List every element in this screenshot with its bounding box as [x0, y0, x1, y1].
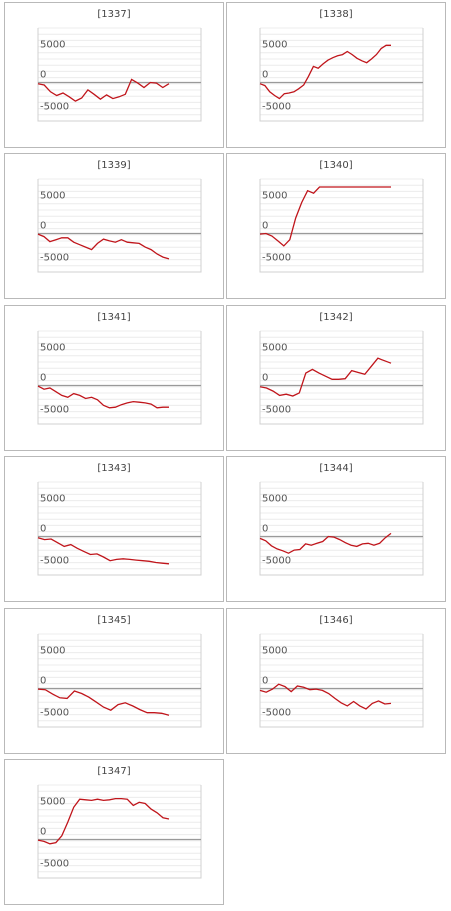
- y-tick-label: 0: [262, 524, 268, 535]
- y-tick-label: 0: [40, 70, 46, 81]
- series-line: [37, 78, 170, 102]
- chart-title: [1347]: [97, 766, 131, 777]
- chart-panel: [1345] 5000 0 -5000: [4, 608, 224, 754]
- y-tick-label: 5000: [262, 494, 287, 505]
- y-tick-label: 5000: [40, 494, 65, 505]
- chart-title: [1346]: [319, 615, 353, 626]
- chart-svg: 5000 0 -5000: [259, 178, 424, 273]
- y-tick-label: 5000: [40, 40, 65, 51]
- plot-border: [259, 482, 424, 576]
- plot-border: [259, 28, 424, 122]
- y-tick-label: 5000: [262, 646, 287, 657]
- chart-title: [1343]: [97, 463, 131, 474]
- plot-border: [37, 179, 202, 273]
- y-tick-label: 5000: [262, 40, 287, 51]
- chart-svg: 5000 0 -5000: [37, 481, 202, 576]
- y-tick-label: -5000: [262, 102, 291, 113]
- series-line: [37, 385, 169, 409]
- series-line: [259, 44, 391, 100]
- chart-panel: [1343] 5000 0 -5000: [4, 456, 224, 602]
- y-tick-label: -5000: [40, 859, 69, 870]
- y-tick-label: -5000: [262, 556, 291, 567]
- chart-panel: [1344] 5000 0 -5000: [226, 456, 446, 602]
- chart-panel: [1347] 5000 0 -5000: [4, 759, 224, 905]
- chart-svg: 5000 0 -5000: [259, 27, 424, 122]
- y-tick-label: 5000: [40, 191, 65, 202]
- chart-svg: 5000 0 -5000: [37, 178, 202, 273]
- plot-border: [37, 634, 202, 728]
- y-tick-label: 0: [40, 827, 46, 838]
- y-tick-label: -5000: [262, 405, 291, 416]
- plot-border: [259, 331, 424, 425]
- chart-svg: 5000 0 -5000: [259, 330, 424, 425]
- series-line: [259, 186, 391, 247]
- y-tick-label: -5000: [262, 253, 291, 264]
- chart-title: [1338]: [319, 9, 353, 20]
- chart-svg: 5000 0 -5000: [37, 27, 202, 122]
- series-line: [37, 537, 170, 565]
- y-tick-label: 5000: [40, 646, 65, 657]
- y-tick-label: 0: [40, 221, 46, 232]
- chart-panel: [1337] 5000 0 -5000: [4, 2, 224, 148]
- chart-title: [1341]: [97, 312, 131, 323]
- y-tick-label: 5000: [40, 343, 65, 354]
- chart-title: [1344]: [319, 463, 353, 474]
- chart-title: [1340]: [319, 160, 353, 171]
- y-tick-label: 5000: [262, 343, 287, 354]
- chart-svg: 5000 0 -5000: [37, 784, 202, 879]
- y-tick-label: 5000: [262, 191, 287, 202]
- y-tick-label: -5000: [40, 102, 69, 113]
- y-tick-label: -5000: [40, 253, 69, 264]
- y-tick-label: -5000: [40, 708, 69, 719]
- chart-title: [1345]: [97, 615, 131, 626]
- plot-border: [37, 331, 202, 425]
- y-tick-label: 0: [40, 676, 46, 687]
- plot-border: [259, 179, 424, 273]
- y-tick-label: 0: [262, 676, 268, 687]
- chart-svg: 5000 0 -5000: [259, 633, 424, 728]
- chart-title: [1342]: [319, 312, 353, 323]
- series-line: [37, 233, 170, 260]
- series-line: [37, 797, 170, 845]
- y-tick-label: 0: [262, 221, 268, 232]
- chart-title: [1339]: [97, 160, 131, 171]
- chart-panel: [1339] 5000 0 -5000: [4, 153, 224, 299]
- chart-panel: [1346] 5000 0 -5000: [226, 608, 446, 754]
- y-tick-label: -5000: [40, 556, 69, 567]
- y-tick-label: -5000: [40, 405, 69, 416]
- chart-panel: [1341] 5000 0 -5000: [4, 305, 224, 451]
- y-tick-label: 0: [262, 70, 268, 81]
- series-line: [37, 688, 170, 716]
- chart-svg: 5000 0 -5000: [37, 330, 202, 425]
- chart-panel: [1342] 5000 0 -5000: [226, 305, 446, 451]
- y-tick-label: 5000: [40, 797, 65, 808]
- chart-svg: 5000 0 -5000: [37, 633, 202, 728]
- chart-title: [1337]: [97, 9, 131, 20]
- chart-panel: [1338] 5000 0 -5000: [226, 2, 446, 148]
- y-tick-label: -5000: [262, 708, 291, 719]
- y-tick-label: 0: [262, 373, 268, 384]
- series-line: [259, 532, 392, 554]
- series-line: [259, 683, 392, 710]
- plot-border: [37, 28, 202, 122]
- chart-svg: 5000 0 -5000: [259, 481, 424, 576]
- plot-border: [259, 634, 424, 728]
- y-tick-label: 0: [40, 524, 46, 535]
- series-line: [259, 357, 392, 397]
- plot-border: [37, 482, 202, 576]
- plot-border: [37, 785, 202, 879]
- chart-panel: [1340] 5000 0 -5000: [226, 153, 446, 299]
- y-tick-label: 0: [40, 373, 46, 384]
